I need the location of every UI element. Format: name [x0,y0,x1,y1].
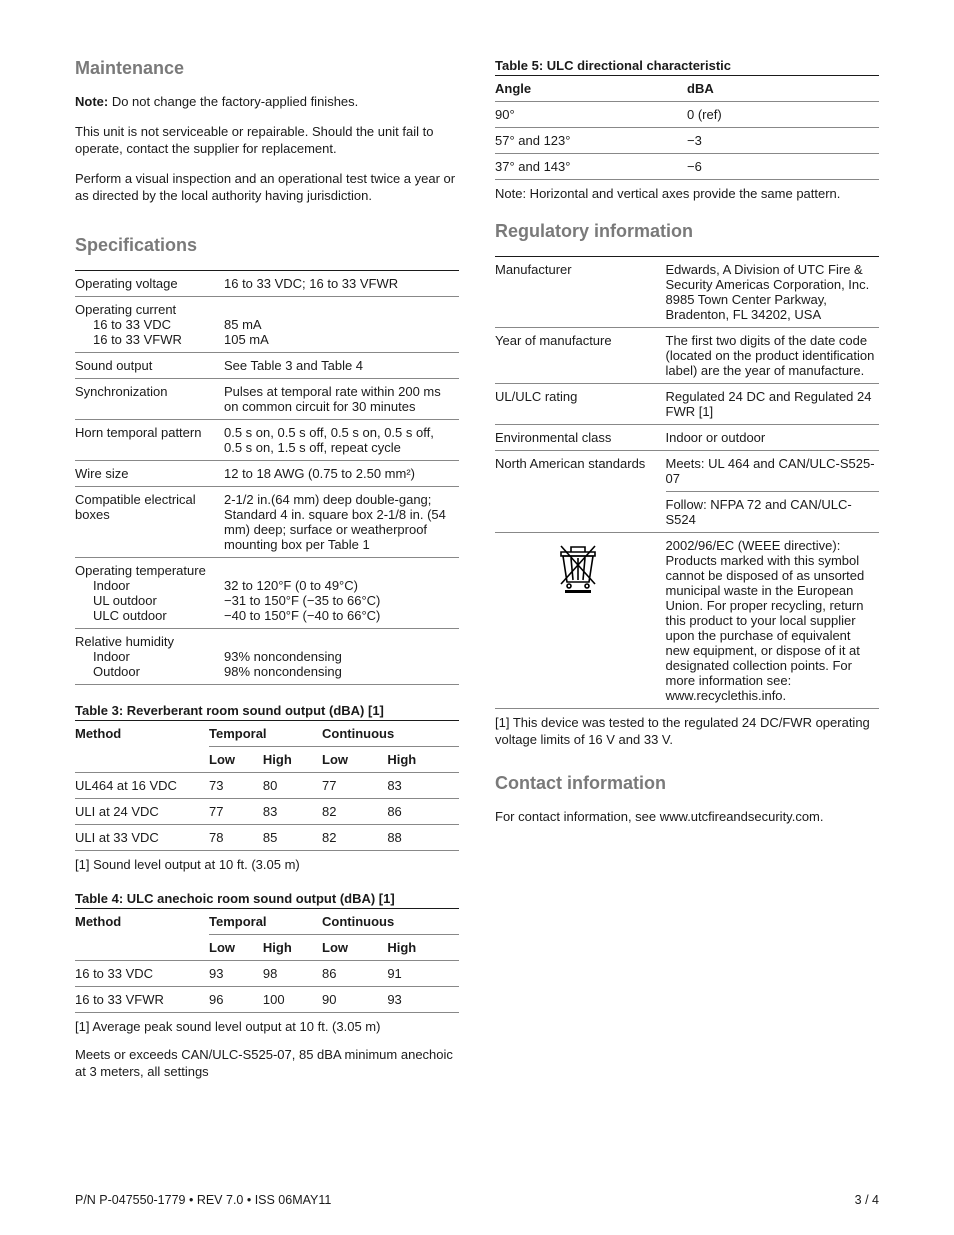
table-cell: 73 [209,772,263,798]
table-cell: 77 [322,772,387,798]
reg-value: Regulated 24 DC and Regulated 24 FWR [1] [666,383,880,424]
table-cell: 100 [263,987,322,1013]
spec-value: Pulses at temporal rate within 200 ms on… [224,378,459,419]
reg-value: Indoor or outdoor [666,424,880,450]
spec-label: Operating voltage [75,271,224,297]
table-cell: −6 [687,154,879,180]
spec-value: 32 to 120°F (0 to 49°C)−31 to 150°F (−35… [224,557,459,628]
table4-note1: [1] Average peak sound level output at 1… [75,1018,459,1036]
footer-right: 3 / 4 [855,1193,879,1207]
maintenance-note: Note: Do not change the factory-applied … [75,93,459,111]
reg-label [495,532,666,708]
table-cell: ULI at 24 VDC [75,798,209,824]
specifications-table: Operating voltage16 to 33 VDC; 16 to 33 … [75,271,459,685]
spec-label: Horn temporal pattern [75,419,224,460]
spec-label: Operating temperatureIndoorUL outdoorULC… [75,557,224,628]
table-cell: 96 [209,987,263,1013]
spec-value: See Table 3 and Table 4 [224,352,459,378]
table-cell: 0 (ref) [687,102,879,128]
specifications-heading: Specifications [75,235,459,256]
table-cell: 16 to 33 VDC [75,961,209,987]
table-cell: 86 [322,961,387,987]
footer-left: P/N P-047550-1779 • REV 7.0 • ISS 06MAY1… [75,1193,331,1207]
spec-label: Synchronization [75,378,224,419]
table-cell: 16 to 33 VFWR [75,987,209,1013]
table-cell: 57° and 123° [495,128,687,154]
reg-label: Year of manufacture [495,327,666,383]
reg-value: Edwards, A Division of UTC Fire & Securi… [666,257,880,328]
table5-note: Note: Horizontal and vertical axes provi… [495,185,879,203]
table-cell: UL464 at 16 VDC [75,772,209,798]
table-cell: 82 [322,798,387,824]
reg-value: The first two digits of the date code (l… [666,327,880,383]
table-cell: 86 [387,798,459,824]
regulatory-table: ManufacturerEdwards, A Division of UTC F… [495,257,879,709]
reg-label: North American standards [495,450,666,532]
reg-value: Meets: UL 464 and CAN/ULC-S525-07 [666,450,880,491]
table4-note2: Meets or exceeds CAN/ULC-S525-07, 85 dBA… [75,1046,459,1081]
table-cell: 90° [495,102,687,128]
spec-value: 16 to 33 VDC; 16 to 33 VFWR [224,271,459,297]
spec-label: Operating current16 to 33 VDC16 to 33 VF… [75,296,224,352]
contact-heading: Contact information [495,773,879,794]
table3: Method Temporal Continuous Low High Low … [75,720,459,851]
table5-caption: Table 5: ULC directional characteristic [495,58,879,73]
reg-label: Manufacturer [495,257,666,328]
table-cell: −3 [687,128,879,154]
spec-value: 2-1/2 in.(64 mm) deep double-gang; Stand… [224,486,459,557]
table-cell: 78 [209,824,263,850]
spec-value: 0.5 s on, 0.5 s off, 0.5 s on, 0.5 s off… [224,419,459,460]
right-column: Table 5: ULC directional characteristic … [495,58,879,1081]
table-cell: 80 [263,772,322,798]
table-cell: 91 [387,961,459,987]
table-cell: 98 [263,961,322,987]
regulatory-heading: Regulatory information [495,221,879,242]
table-cell: 93 [209,961,263,987]
reg-value: 2002/96/EC (WEEE directive): Products ma… [666,532,880,708]
table-cell: 83 [263,798,322,824]
table3-note: [1] Sound level output at 10 ft. (3.05 m… [75,856,459,874]
maintenance-heading: Maintenance [75,58,459,79]
table3-caption: Table 3: Reverberant room sound output (… [75,703,459,718]
reg-label: UL/ULC rating [495,383,666,424]
table-cell: 93 [387,987,459,1013]
maintenance-p2: This unit is not serviceable or repairab… [75,123,459,158]
table-cell: 90 [322,987,387,1013]
spec-label: Relative humidityIndoorOutdoor [75,628,224,684]
spec-value: 85 mA105 mA [224,296,459,352]
table5: Angle dBA 90°0 (ref)57° and 123°−337° an… [495,75,879,180]
weee-icon [555,538,601,594]
spec-label: Wire size [75,460,224,486]
regulatory-footnote: [1] This device was tested to the regula… [495,714,879,749]
table-cell: ULI at 33 VDC [75,824,209,850]
spec-label: Sound output [75,352,224,378]
spec-value: 93% noncondensing98% noncondensing [224,628,459,684]
table-cell: 85 [263,824,322,850]
table-cell: 82 [322,824,387,850]
page-footer: P/N P-047550-1779 • REV 7.0 • ISS 06MAY1… [75,1193,879,1207]
reg-value: Follow: NFPA 72 and CAN/ULC-S524 [666,491,880,532]
spec-value: 12 to 18 AWG (0.75 to 2.50 mm²) [224,460,459,486]
contact-p: For contact information, see www.utcfire… [495,808,879,826]
table-cell: 88 [387,824,459,850]
table-cell: 77 [209,798,263,824]
table4-caption: Table 4: ULC anechoic room sound output … [75,891,459,906]
left-column: Maintenance Note: Do not change the fact… [75,58,459,1081]
spec-label: Compatible electrical boxes [75,486,224,557]
reg-label: Environmental class [495,424,666,450]
table4: Method Temporal Continuous Low High Low … [75,908,459,1013]
table-cell: 37° and 143° [495,154,687,180]
table-cell: 83 [387,772,459,798]
maintenance-p3: Perform a visual inspection and an opera… [75,170,459,205]
